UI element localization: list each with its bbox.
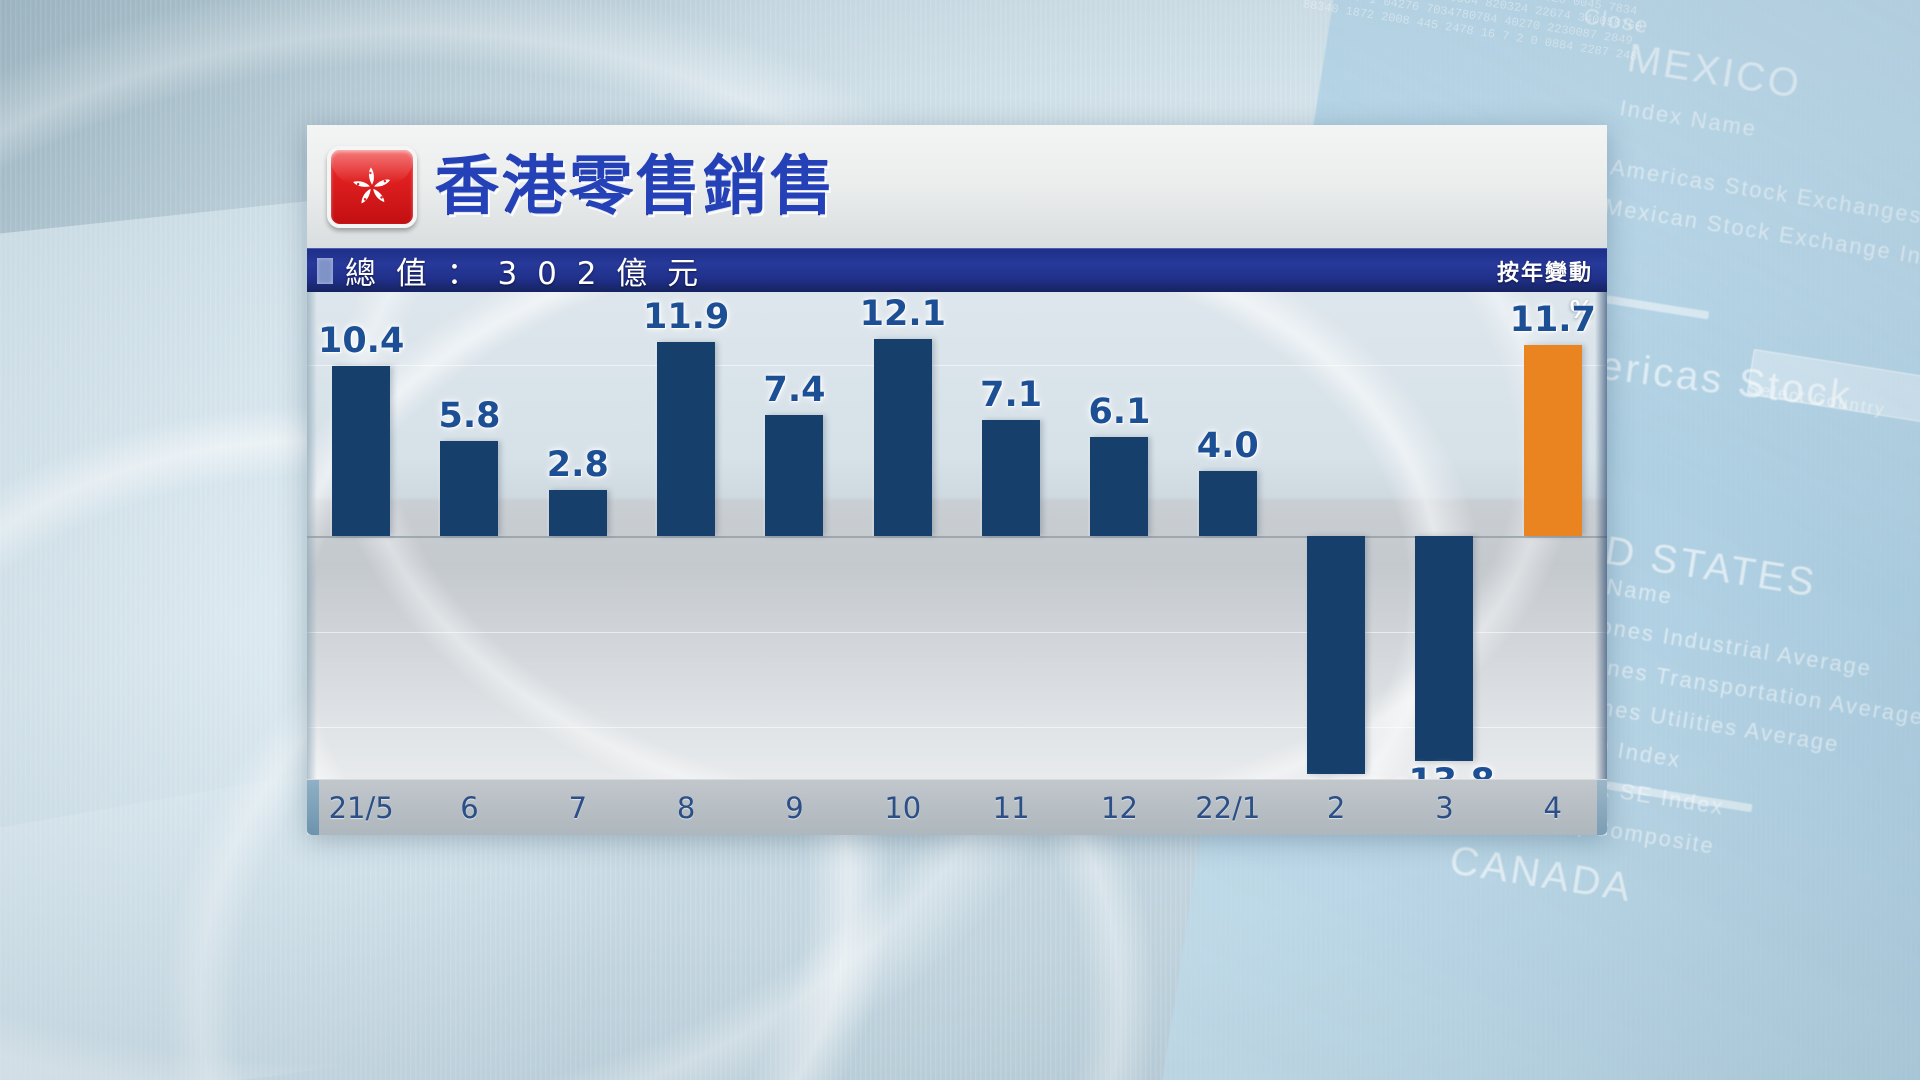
x-axis-tick-label: 7	[568, 790, 588, 825]
bar-slot: 5.8	[415, 292, 523, 779]
bar	[1415, 536, 1474, 761]
bar-slot: 4.0	[1174, 292, 1282, 779]
bar-value-label: 11.9	[642, 297, 730, 338]
yoy-change-label: 按年變動	[1496, 260, 1593, 286]
gridline-lower-2	[307, 727, 1607, 728]
chart-panel: 香港零售銷售 總 值 ： 3 0 2 億 元 按年變動 % 10.4 5.8 2.8…	[307, 125, 1607, 835]
bar	[765, 415, 824, 536]
bar-value-label: 2.8	[546, 445, 609, 486]
hong-kong-bauhinia-flag-icon	[327, 145, 417, 228]
axis-left-cap	[307, 780, 319, 835]
bar-value-label: 11.7	[1509, 300, 1596, 341]
bar	[873, 338, 932, 536]
x-axis-tick-label: 12	[1101, 790, 1138, 825]
subheader-bullet-icon	[317, 257, 333, 284]
panel-header: 香港零售銷售	[307, 125, 1607, 248]
bar-slot: 6.1	[1065, 292, 1173, 779]
bar-value-label: 12.1	[859, 293, 946, 334]
bar-slot: -14.6	[1282, 292, 1390, 779]
x-axis-tick-label: 2	[1326, 790, 1346, 825]
bar-slot: 10.4	[307, 292, 415, 779]
unit-label: %	[1569, 294, 1593, 324]
x-axis-tick-label: 11	[992, 790, 1030, 825]
bar	[1307, 536, 1366, 774]
bar-highlight	[1523, 345, 1582, 536]
bar-slot: 11.7	[1499, 292, 1607, 779]
bar-slot: 2.8	[524, 292, 632, 779]
gridline-lower-1	[307, 632, 1607, 633]
bar-value-label: 4.0	[1196, 425, 1259, 466]
bar	[657, 342, 716, 536]
bar-value-label: 7.4	[763, 370, 826, 411]
subheader-left: 總 值 ： 3 0 2 億 元	[317, 248, 703, 293]
plot-left-edge	[307, 292, 317, 779]
bar	[440, 441, 499, 536]
axis-right-cap	[1597, 780, 1607, 835]
x-axis-tick-label: 21/5	[328, 790, 394, 825]
x-axis-strip: 21/5 6 7 8 9 10 11 12 22/1 2 3 4	[307, 779, 1607, 835]
bar	[332, 366, 391, 536]
x-axis-tick-label: 9	[785, 790, 804, 825]
zero-axis-line	[307, 536, 1607, 538]
bar-value-label: 7.1	[980, 375, 1043, 416]
bar	[1198, 470, 1257, 536]
bar-series: 10.4 5.8 2.8 11.9 7.4 12.1 7.1 6.1 4.0 -14.6 -13.8…	[307, 292, 1607, 779]
page-title: 香港零售銷售	[435, 149, 837, 224]
panel-subheader: 總 值 ： 3 0 2 億 元 按年變動	[307, 248, 1607, 292]
total-value-text: 總 值 ： 3 0 2 億 元	[345, 256, 704, 292]
bar-slot: 12.1	[849, 292, 957, 779]
plot-right-edge	[1595, 292, 1607, 779]
bar-slot: 7.1	[957, 292, 1065, 779]
bar-value-label: -14.6	[1286, 777, 1387, 779]
bar-value-label: 5.8	[438, 396, 501, 437]
bar-slot: -13.8	[1390, 292, 1498, 779]
chart-plot-area: % 10.4 5.8 2.8 11.9 7.4 12.1 7.1 6.1 4.0 -14.6 -13…	[307, 292, 1607, 779]
x-axis-tick-label: 6	[460, 790, 479, 825]
bar	[548, 490, 607, 536]
x-axis-tick-label: 4	[1543, 790, 1562, 825]
bar-slot: 7.4	[740, 292, 848, 779]
bar-slot: 11.9	[632, 292, 740, 779]
x-axis-tick-label: 22/1	[1195, 790, 1261, 825]
x-axis-tick-label: 8	[676, 790, 696, 825]
bar	[982, 420, 1041, 536]
x-axis-tick-label: 10	[884, 790, 922, 825]
bar	[1090, 436, 1149, 536]
bar-value-label: 6.1	[1088, 391, 1151, 432]
bar-value-label: 10.4	[317, 321, 405, 362]
bar-value-label: -13.8	[1394, 764, 1495, 779]
x-axis-tick-label: 3	[1435, 790, 1454, 825]
gridline-upper	[307, 365, 1607, 366]
